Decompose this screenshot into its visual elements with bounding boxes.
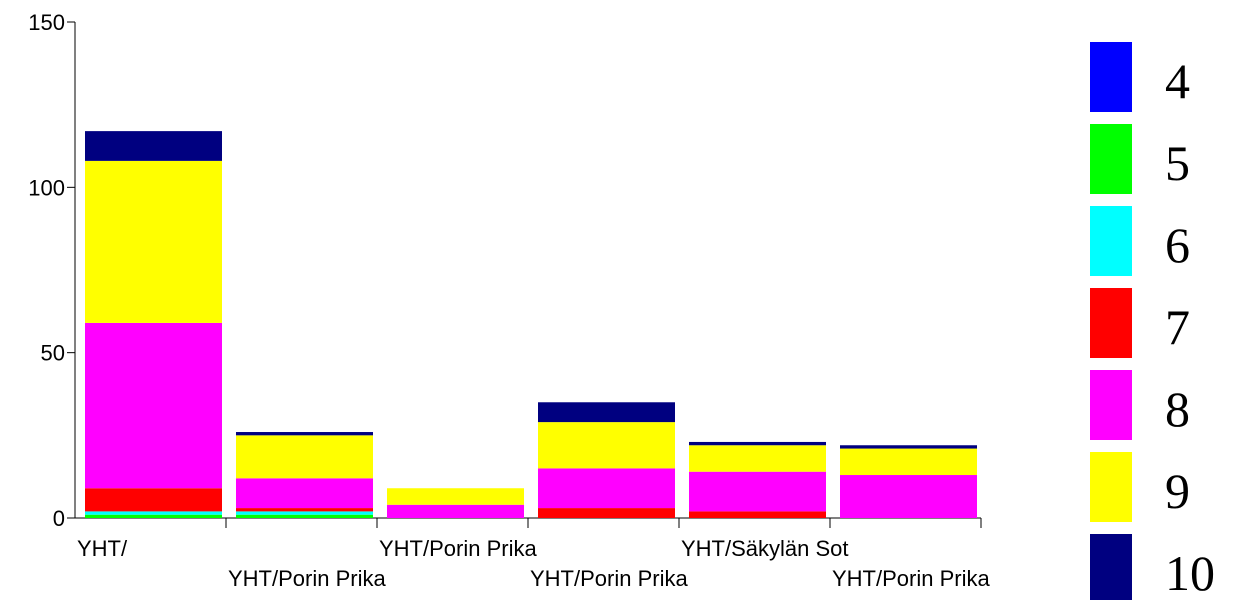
bar-segment	[236, 478, 373, 509]
legend-label: 5	[1165, 135, 1190, 191]
bar-segment	[85, 160, 222, 323]
legend-swatch	[1090, 370, 1132, 440]
legend-label: 9	[1165, 463, 1190, 519]
bar-segment	[85, 488, 222, 512]
bar-segment	[840, 448, 977, 476]
bar-segment	[236, 435, 373, 479]
bar-segment	[689, 471, 826, 512]
bar-segment	[538, 508, 675, 518]
legend-label: 7	[1165, 299, 1190, 355]
bar-segment	[236, 511, 373, 515]
legend-label: 4	[1165, 53, 1190, 109]
bar-segment	[689, 445, 826, 472]
bar-segment	[387, 504, 524, 518]
legend-swatch	[1090, 288, 1132, 358]
y-tick-label: 50	[41, 341, 65, 366]
legend-swatch	[1090, 206, 1132, 276]
y-tick-label: 100	[28, 175, 65, 200]
bar-segment	[387, 488, 524, 505]
bar-segment	[236, 514, 373, 518]
bar-segment	[538, 468, 675, 509]
bar-segment	[85, 131, 222, 161]
y-tick-label: 150	[28, 10, 65, 35]
bar-segment	[538, 402, 675, 423]
x-tick-label: YHT/Porin Prika	[228, 566, 386, 591]
bar-segment	[85, 322, 222, 489]
bar-segment	[689, 511, 826, 518]
legend-swatch	[1090, 534, 1132, 604]
legend-label: 6	[1165, 217, 1190, 273]
bar-segment	[85, 511, 222, 515]
legend-swatch	[1090, 42, 1132, 112]
bar-segment	[85, 514, 222, 518]
bar-segment	[236, 432, 373, 436]
legend-swatch	[1090, 124, 1132, 194]
y-tick-label: 0	[53, 506, 65, 531]
legend-label: 10	[1165, 545, 1215, 600]
legend-label: 8	[1165, 381, 1190, 437]
bar-segment	[236, 508, 373, 512]
legend-swatch	[1090, 452, 1132, 522]
bar-segment	[840, 475, 977, 518]
x-tick-label: YHT/Säkylän Sot	[681, 536, 849, 561]
x-tick-label: YHT/Porin Prika	[530, 566, 688, 591]
bar-segment	[840, 445, 977, 449]
x-tick-label: YHT/Porin Prika	[379, 536, 537, 561]
bar-segment	[689, 441, 826, 446]
x-tick-label: YHT/Porin Prika	[832, 566, 990, 591]
x-tick-label: YHT/	[77, 536, 128, 561]
bar-segment	[538, 422, 675, 469]
